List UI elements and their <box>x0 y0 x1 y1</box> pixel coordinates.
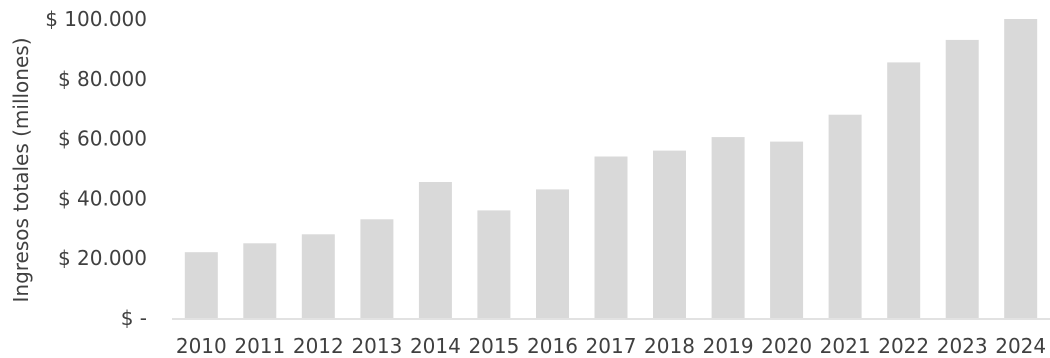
bar-2018 <box>653 150 686 318</box>
bar-2019 <box>711 137 745 318</box>
x-tick-label: 2013 <box>351 334 402 358</box>
y-tick-label: $ 80.000 <box>58 67 147 91</box>
y-tick-labels: $ - $ 20.000 $ 40.000 $ 60.000 $ 80.000 $ 100… <box>45 7 147 330</box>
x-tick-labels: 2010 2011 2012 2013 2014 2015 2016 2017 2018 2019… <box>176 334 1046 358</box>
x-tick-label: 2023 <box>937 334 988 358</box>
y-tick-label: $ 20.000 <box>58 246 147 270</box>
x-tick-label: 2017 <box>586 334 637 358</box>
x-tick-label: 2020 <box>761 334 812 358</box>
bar-2022 <box>887 62 921 319</box>
x-tick-label: 2021 <box>820 334 871 358</box>
x-tick-label: 2022 <box>878 334 929 358</box>
bar-2024 <box>1004 19 1038 318</box>
bar-2021 <box>828 114 862 318</box>
x-tick-label: 2010 <box>176 334 227 358</box>
bar-2010 <box>184 252 218 318</box>
bar-2012 <box>301 234 335 318</box>
x-tick-label: 2019 <box>703 334 754 358</box>
y-tick-label: $ 60.000 <box>58 127 147 151</box>
bar-2015 <box>477 210 511 318</box>
x-tick-label: 2018 <box>644 334 695 358</box>
y-axis-title: Ingresos totales (millones) <box>9 38 33 303</box>
x-tick-label: 2016 <box>527 334 578 358</box>
bar-2023 <box>945 39 979 319</box>
bar-2020 <box>770 141 804 318</box>
y-tick-label: $ - <box>121 306 147 330</box>
x-tick-label: 2011 <box>234 334 285 358</box>
bars-group <box>184 19 1038 319</box>
bar-2013 <box>360 219 394 318</box>
y-tick-label: $ 40.000 <box>58 186 147 210</box>
y-tick-label: $ 100.000 <box>45 7 147 31</box>
bar-2017 <box>594 156 628 318</box>
x-tick-label: 2014 <box>410 334 461 358</box>
x-tick-label: 2012 <box>293 334 344 358</box>
x-tick-label: 2015 <box>468 334 519 358</box>
bar-2014 <box>418 182 452 318</box>
bar-2016 <box>536 189 569 318</box>
x-tick-label: 2024 <box>995 334 1046 358</box>
bar-2011 <box>243 243 277 319</box>
